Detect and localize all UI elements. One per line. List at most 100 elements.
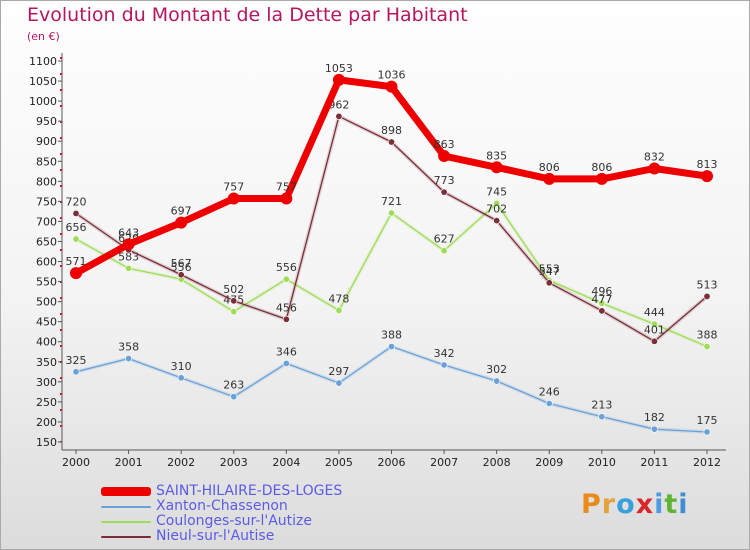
y-tick-label: 350 xyxy=(36,356,57,369)
legend-item: Xanton-Chassenon xyxy=(101,499,342,514)
data-label: 898 xyxy=(381,124,402,137)
proxiti-logo: Proxiti xyxy=(581,489,689,520)
data-point xyxy=(440,361,448,369)
data-label: 556 xyxy=(276,261,297,274)
data-label: 297 xyxy=(328,365,349,378)
data-label: 478 xyxy=(328,292,349,305)
y-tick-label: 650 xyxy=(36,235,57,248)
y-tick-label: 750 xyxy=(36,195,57,208)
data-label: 342 xyxy=(434,347,455,360)
logo-letter: i xyxy=(654,489,665,520)
data-point xyxy=(387,343,395,351)
data-point xyxy=(650,425,658,433)
data-point xyxy=(230,297,238,305)
y-tick-label: 1050 xyxy=(29,75,57,88)
series-xanton-chassenon: 325 358 310 263 346 297 388 342 302 246 213 182 175 xyxy=(66,329,718,436)
logo-letter: P xyxy=(581,489,602,520)
data-point xyxy=(703,343,711,351)
x-tick-label: 2009 xyxy=(535,456,563,469)
data-label: 175 xyxy=(697,414,718,427)
logo-letter: x xyxy=(635,489,655,520)
data-point xyxy=(72,235,80,243)
data-label: 502 xyxy=(223,283,244,296)
data-label: 553 xyxy=(539,262,560,275)
x-tick-label: 2001 xyxy=(115,456,143,469)
y-tick-label: 950 xyxy=(36,115,57,128)
data-label: 388 xyxy=(381,329,402,342)
data-point xyxy=(650,337,658,345)
legend-item: SAINT-HILAIRE-DES-LOGES xyxy=(101,484,342,499)
logo-letter: o xyxy=(616,489,636,520)
y-tick-label: 300 xyxy=(36,376,57,389)
data-label: 346 xyxy=(276,345,297,358)
data-label: 477 xyxy=(591,293,612,306)
data-label: 456 xyxy=(276,301,297,314)
data-point xyxy=(703,428,711,436)
data-point xyxy=(703,292,711,300)
x-tick-label: 2003 xyxy=(220,456,248,469)
data-point xyxy=(543,172,556,185)
y-tick-label: 450 xyxy=(36,316,57,329)
data-label: 757 xyxy=(223,181,244,194)
legend-label: Xanton-Chassenon xyxy=(156,498,288,514)
data-point xyxy=(122,238,135,251)
y-tick-label: 600 xyxy=(36,256,57,269)
series-coulonges-sur-l-autize: 656583556475556478721627745553496444388 xyxy=(66,185,718,351)
x-tick-label: 2005 xyxy=(325,456,353,469)
y-tick-label: 250 xyxy=(36,396,57,409)
data-point xyxy=(177,271,185,279)
data-point xyxy=(230,308,238,316)
legend-label: Nieul-sur-l'Autise xyxy=(156,528,275,544)
data-point xyxy=(545,399,553,407)
logo-letter: r xyxy=(601,489,617,520)
data-label: 302 xyxy=(486,363,507,376)
x-tick-label: 2012 xyxy=(693,456,721,469)
chart-unit-subtitle: (en €) xyxy=(27,30,60,43)
x-tick-label: 2000 xyxy=(62,456,90,469)
x-tick-label: 2002 xyxy=(167,456,195,469)
y-tick-label: 850 xyxy=(36,155,57,168)
data-label: 401 xyxy=(644,323,665,336)
data-point xyxy=(70,267,82,280)
data-label: 547 xyxy=(539,265,560,278)
x-tick-label: 2011 xyxy=(640,456,668,469)
data-label: 702 xyxy=(486,203,507,216)
legend-item: Coulonges-sur-l'Autize xyxy=(101,514,342,529)
data-point xyxy=(282,359,290,367)
data-point xyxy=(385,80,398,93)
data-point xyxy=(701,170,713,183)
data-point xyxy=(650,320,658,328)
legend-label: Coulonges-sur-l'Autize xyxy=(156,513,312,529)
data-point xyxy=(493,377,501,385)
data-point xyxy=(177,374,185,382)
data-label: 213 xyxy=(591,399,612,412)
y-tick-label: 1100 xyxy=(29,55,57,68)
data-label: 962 xyxy=(328,98,349,111)
data-label: 571 xyxy=(66,255,87,268)
data-label: 358 xyxy=(118,341,139,354)
data-point xyxy=(598,307,606,315)
data-point xyxy=(493,217,501,225)
y-tick-label: 400 xyxy=(36,336,57,349)
data-label: 556 xyxy=(171,261,192,274)
legend-swatch xyxy=(101,505,151,508)
data-point xyxy=(175,216,188,229)
data-label: 813 xyxy=(697,158,718,171)
data-label: 832 xyxy=(644,150,665,163)
y-tick-label: 550 xyxy=(36,276,57,289)
chart-title: Evolution du Montant de la Dette par Hab… xyxy=(27,4,468,26)
logo-letter: i xyxy=(678,489,689,520)
logo-letter: t xyxy=(664,489,679,520)
data-point xyxy=(598,413,606,421)
data-point xyxy=(438,150,451,163)
data-point xyxy=(598,299,606,307)
data-label: 863 xyxy=(434,138,455,151)
data-label: 806 xyxy=(539,161,560,174)
data-label: 496 xyxy=(591,285,612,298)
data-point xyxy=(545,279,553,287)
chart-legend: SAINT-HILAIRE-DES-LOGES Xanton-Chassenon C… xyxy=(101,484,342,544)
data-point xyxy=(332,73,345,86)
data-label: 643 xyxy=(118,226,139,239)
data-label: 325 xyxy=(66,354,87,367)
